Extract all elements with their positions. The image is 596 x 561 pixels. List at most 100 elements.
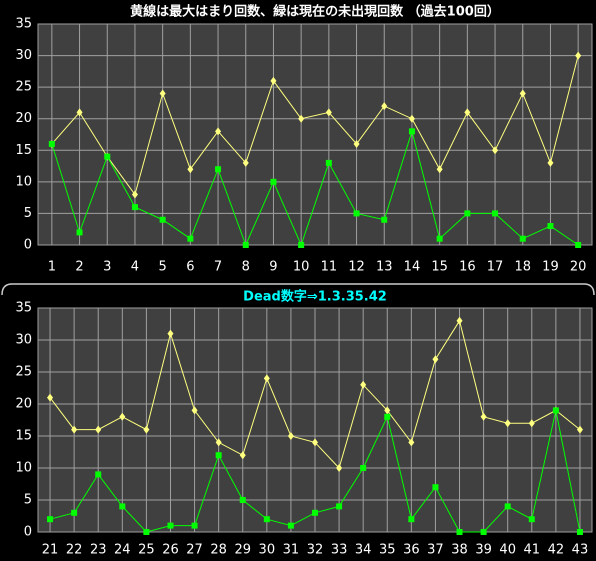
point: [381, 216, 388, 223]
x-tick-label: 41: [524, 543, 541, 558]
x-tick-label: 17: [487, 260, 504, 275]
point: [47, 516, 54, 523]
x-tick-label: 19: [542, 260, 559, 275]
point: [353, 210, 360, 217]
point: [143, 529, 150, 535]
point: [336, 503, 343, 510]
x-tick-label: 9: [269, 260, 277, 275]
x-tick-label: 13: [376, 260, 393, 275]
point: [312, 509, 318, 516]
x-tick-label: 24: [114, 543, 131, 558]
point: [215, 452, 222, 459]
point: [298, 242, 305, 248]
y-tick-label: 15: [15, 143, 32, 158]
panel-border: [1, 283, 595, 296]
y-tick-label: 0: [24, 238, 32, 253]
x-tick-label: 23: [90, 543, 107, 558]
x-tick-label: 25: [138, 543, 155, 558]
point: [48, 140, 55, 147]
point: [131, 190, 138, 199]
point: [215, 127, 222, 136]
point: [480, 529, 487, 535]
x-tick-label: 30: [259, 543, 276, 558]
x-tick-label: 22: [66, 543, 83, 558]
x-tick-label: 34: [355, 543, 372, 558]
x-tick-label: 6: [186, 260, 194, 275]
x-tick-label: 43: [572, 543, 589, 558]
x-tick-label: 14: [404, 260, 421, 275]
x-tick-label: 10: [293, 260, 310, 275]
x-tick-label: 39: [475, 543, 492, 558]
point: [384, 413, 391, 420]
point: [336, 464, 343, 472]
point: [119, 412, 126, 421]
y-tick-label: 10: [15, 174, 32, 189]
point: [432, 355, 439, 364]
x-tick-label: 15: [431, 260, 448, 275]
point: [492, 146, 499, 155]
point: [576, 425, 583, 434]
point: [263, 374, 270, 383]
series-line: [51, 55, 579, 196]
point: [408, 438, 415, 447]
x-tick-label: 12: [348, 260, 365, 275]
y-tick-label: 0: [24, 525, 32, 540]
point: [215, 438, 222, 447]
point: [143, 425, 150, 434]
x-tick-label: 20: [570, 260, 587, 275]
series-line: [51, 129, 579, 247]
chart-title: 黄線は最大はまり回数、緑は現在の未出現回数 （過去100回）: [130, 4, 500, 20]
point: [287, 522, 294, 529]
point: [464, 108, 471, 117]
point: [408, 114, 415, 123]
x-tick-label: 8: [242, 260, 250, 275]
point: [159, 216, 166, 223]
point: [119, 503, 126, 510]
point: [187, 235, 194, 242]
x-tick-label: 37: [427, 543, 444, 558]
point: [519, 89, 526, 98]
point: [528, 419, 535, 428]
point: [575, 51, 582, 60]
point: [381, 102, 388, 111]
point: [432, 484, 439, 491]
point: [360, 465, 367, 471]
point: [287, 432, 294, 440]
point: [575, 242, 582, 248]
x-tick-label: 38: [451, 543, 468, 558]
x-tick-label: 1: [48, 260, 56, 275]
point: [95, 471, 102, 478]
plot-area: [37, 23, 593, 246]
point: [519, 235, 526, 242]
point: [312, 438, 318, 447]
point: [504, 419, 511, 428]
y-tick-label: 35: [15, 17, 32, 32]
x-tick-label: 7: [214, 260, 222, 275]
y-tick-label: 5: [24, 493, 32, 508]
y-tick-label: 5: [24, 206, 32, 221]
x-tick-label: 26: [162, 543, 179, 558]
point: [76, 229, 83, 236]
point: [167, 329, 174, 338]
point: [436, 165, 443, 174]
point: [242, 158, 249, 167]
point: [547, 158, 554, 167]
x-tick-label: 11: [321, 260, 338, 275]
point: [239, 497, 246, 503]
point: [384, 406, 391, 415]
point: [47, 393, 54, 402]
x-tick-label: 33: [331, 543, 348, 558]
point: [325, 108, 332, 117]
point: [270, 178, 277, 185]
point: [408, 128, 415, 135]
point: [492, 210, 499, 217]
point: [408, 516, 415, 523]
point: [104, 153, 111, 160]
point: [191, 522, 198, 529]
point: [576, 529, 583, 535]
x-tick-label: 21: [42, 543, 59, 558]
point: [131, 204, 138, 211]
y-tick-label: 20: [15, 111, 32, 126]
chart-title: Dead数字⇒1.3.35.42: [243, 289, 387, 305]
point: [159, 89, 166, 98]
